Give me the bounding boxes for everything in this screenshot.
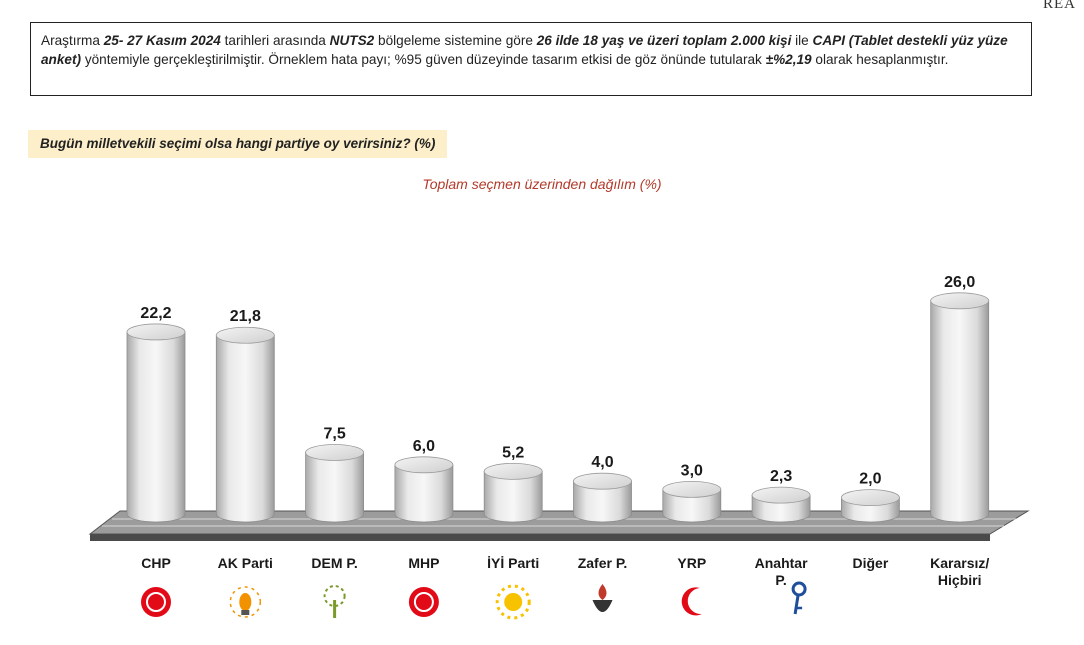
value-label: 2,0: [859, 471, 881, 488]
bar-9: [930, 292, 990, 523]
bar-cap: [751, 486, 811, 504]
category-label: Anahtar: [755, 555, 808, 571]
category-label: Kararsız/: [930, 555, 989, 571]
category-label: DEM P.: [311, 555, 357, 571]
bar-body: [305, 452, 364, 523]
chart-subtitle: Toplam seçmen üzerinden dağılım (%): [422, 176, 662, 192]
brand-logo-text: REA: [1043, 0, 1076, 12]
akp-logo: [229, 586, 262, 618]
bar-body: [573, 480, 632, 523]
value-label: 2,3: [770, 468, 792, 485]
value-label: 26,0: [944, 274, 975, 291]
bar-body: [930, 300, 990, 523]
note-text: olarak hesaplanmıştır.: [811, 52, 949, 67]
category-label: Diğer: [853, 555, 889, 571]
bar-5: [573, 472, 632, 523]
note-date: 25- 27 Kasım 2024: [103, 33, 221, 48]
methodology-note: Araştırma 25- 27 Kasım 2024 tarihleri ar…: [30, 22, 1032, 96]
note-text: bölgeleme sistemine göre: [374, 33, 537, 48]
value-label: 22,2: [140, 305, 171, 322]
bar-cap: [841, 489, 900, 507]
bar-cap: [662, 480, 722, 498]
value-label: 6,0: [413, 438, 435, 455]
bar-cap: [305, 444, 365, 461]
note-error-margin: ±%2,19: [765, 52, 812, 67]
bar-body: [483, 470, 543, 523]
yrp-logo: [681, 587, 702, 616]
category-label: YRP: [677, 555, 706, 571]
bar-body: [215, 334, 275, 523]
note-text: ile: [791, 33, 813, 48]
value-label: 5,2: [502, 444, 524, 461]
bar-body: [126, 331, 186, 523]
category-label: Hiçbiri: [938, 572, 982, 588]
bar-8: [841, 489, 900, 523]
bar-7: [751, 486, 811, 523]
note-method: NUTS2: [329, 33, 375, 48]
bar-cap: [573, 472, 632, 490]
bar-body: [394, 464, 454, 523]
category-label: P.: [775, 572, 786, 588]
dem-logo: [323, 585, 346, 618]
value-label: 21,8: [230, 308, 261, 325]
bar-4: [483, 462, 543, 523]
category-label: Zafer P.: [578, 555, 628, 571]
note-text: Araştırma: [41, 33, 104, 48]
note-sample: 26 ilde 18 yaş ve üzeri toplam 2.000 kiş…: [536, 33, 792, 48]
bar-cap: [126, 323, 186, 341]
note-technique: CAPI (Tablet destekli yüz yüze anket): [41, 33, 1008, 67]
bar-cap: [394, 456, 454, 474]
bar-cap: [483, 462, 543, 480]
chp-logo: [141, 587, 171, 617]
iyi-logo: [495, 584, 531, 620]
anahtar-logo: [791, 581, 807, 615]
bar-0: [126, 323, 186, 523]
note-text: yöntemiyle gerçekleştirilmiştir. Örnekle…: [81, 52, 766, 67]
category-label: CHP: [141, 555, 171, 571]
value-label: 3,0: [681, 462, 703, 479]
value-label: 4,0: [591, 454, 613, 471]
bar-1: [215, 326, 275, 523]
bar-body: [662, 489, 722, 523]
survey-question: Bugün milletvekili seçimi olsa hangi par…: [28, 130, 448, 158]
category-label: MHP: [408, 555, 439, 571]
value-label: 7,5: [323, 426, 345, 443]
zafer-logo: [592, 584, 613, 612]
bar-2: [305, 444, 365, 523]
bar-6: [662, 480, 722, 523]
bar-cap: [215, 326, 275, 344]
mhp-logo: [408, 587, 439, 617]
bar-3: [394, 456, 454, 523]
bar-cap: [930, 292, 990, 310]
note-text: tarihleri arasında: [220, 33, 330, 48]
category-label: AK Parti: [218, 555, 273, 571]
category-label: İYİ Parti: [487, 555, 539, 571]
